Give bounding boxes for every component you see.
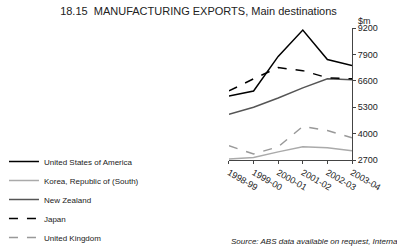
- svg-text:$m: $m: [358, 16, 371, 26]
- svg-text:Korea, Republic of (South): Korea, Republic of (South): [44, 177, 139, 186]
- svg-text:2000-01: 2000-01: [275, 167, 309, 192]
- svg-text:2002-03: 2002-03: [324, 167, 358, 192]
- svg-text:5300: 5300: [358, 102, 378, 112]
- svg-text:New Zealand: New Zealand: [44, 196, 91, 205]
- svg-text:2001-02: 2001-02: [300, 167, 334, 192]
- svg-text:7900: 7900: [358, 50, 378, 60]
- svg-text:United States of America: United States of America: [44, 158, 133, 167]
- svg-text:2003-04: 2003-04: [349, 167, 383, 192]
- svg-text:1999-00: 1999-00: [250, 167, 284, 192]
- svg-text:18.15 MANUFACTURING EXPORTS,: 18.15 MANUFACTURING EXPORTS, Main destin…: [60, 5, 337, 17]
- svg-text:1998-99: 1998-99: [226, 167, 260, 192]
- svg-text:Japan: Japan: [44, 215, 66, 224]
- svg-text:9200: 9200: [358, 23, 378, 33]
- svg-text:6600: 6600: [358, 76, 378, 86]
- svg-text:4000: 4000: [358, 129, 378, 139]
- svg-text:2700: 2700: [358, 155, 378, 165]
- svg-text:Source: ABS data available on: Source: ABS data available on request, I…: [231, 237, 397, 246]
- svg-text:United Kingdom: United Kingdom: [44, 234, 101, 243]
